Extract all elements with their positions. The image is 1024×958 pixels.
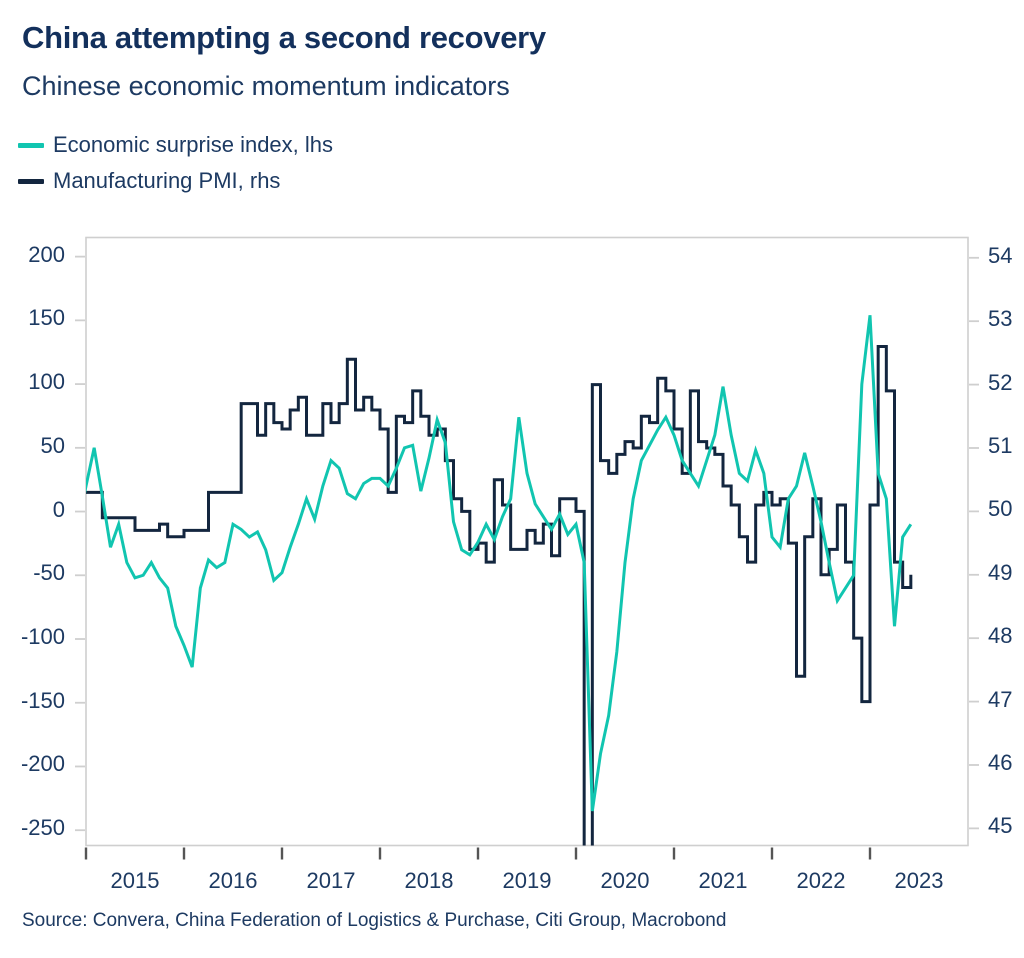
y-axis-tick-label-right-9: 45 <box>988 813 1013 839</box>
legend-line-swatch-surprise-icon <box>18 142 44 148</box>
y-axis-tick-label-left-4: 0 <box>52 496 65 522</box>
y-axis-tick-label-left-5: -50 <box>33 560 65 586</box>
y-axis-tick-label-right-0: 54 <box>988 242 1013 268</box>
legend-item-surprise-index: Economic surprise index, lhs <box>18 127 333 163</box>
y-axis-tick-label-left-9: -250 <box>20 815 65 841</box>
page-title: China attempting a second recovery <box>22 20 546 55</box>
x-axis-tick-label-4: 2019 <box>502 867 552 893</box>
axis-ticks <box>75 255 979 860</box>
x-axis-tick-label-6: 2021 <box>698 867 748 893</box>
legend-label-surprise-index: Economic surprise index, lhs <box>53 132 334 157</box>
series-line-surprise-index <box>86 315 913 812</box>
y-axis-tick-label-right-4: 50 <box>988 496 1013 522</box>
legend-item-manufacturing-pmi: Manufacturing PMI, rhs <box>18 163 333 199</box>
y-axis-tick-label-right-2: 52 <box>988 369 1013 395</box>
x-axis-tick-label-8: 2023 <box>894 867 944 893</box>
legend-line-swatch-pmi-icon <box>18 178 44 184</box>
y-axis-tick-label-right-5: 49 <box>988 559 1013 585</box>
y-axis-tick-label-right-1: 53 <box>988 306 1013 332</box>
y-axis-tick-label-left-3: 50 <box>40 432 65 458</box>
x-axis-tick-label-5: 2020 <box>600 867 650 893</box>
series-lines <box>86 315 913 846</box>
x-axis-tick-label-1: 2016 <box>208 867 258 893</box>
y-axis-tick-label-left-8: -200 <box>20 751 65 777</box>
y-axis-tick-label-right-7: 47 <box>988 686 1013 712</box>
y-axis-tick-label-left-1: 150 <box>28 305 65 331</box>
x-axis-tick-label-3: 2018 <box>404 867 454 893</box>
y-axis-tick-label-left-7: -150 <box>20 687 65 713</box>
y-axis-tick-label-left-2: 100 <box>28 369 65 395</box>
y-axis-tick-label-right-8: 46 <box>988 749 1013 775</box>
chart-legend: Economic surprise index, lhs Manufacturi… <box>18 127 333 199</box>
y-axis-tick-label-right-3: 51 <box>988 432 1013 458</box>
x-axis-tick-label-2: 2017 <box>306 867 356 893</box>
page-subtitle: Chinese economic momentum indicators <box>22 71 510 101</box>
y-axis-tick-label-right-6: 48 <box>988 623 1013 649</box>
y-axis-tick-label-left-0: 200 <box>28 241 65 267</box>
y-axis-tick-label-left-6: -100 <box>20 624 65 649</box>
source-note: Source: Convera, China Federation of Log… <box>22 910 727 931</box>
x-axis-tick-label-0: 2015 <box>110 867 160 893</box>
x-axis-tick-label-7: 2022 <box>796 867 846 893</box>
legend-label-manufacturing-pmi: Manufacturing PMI, rhs <box>53 168 281 193</box>
